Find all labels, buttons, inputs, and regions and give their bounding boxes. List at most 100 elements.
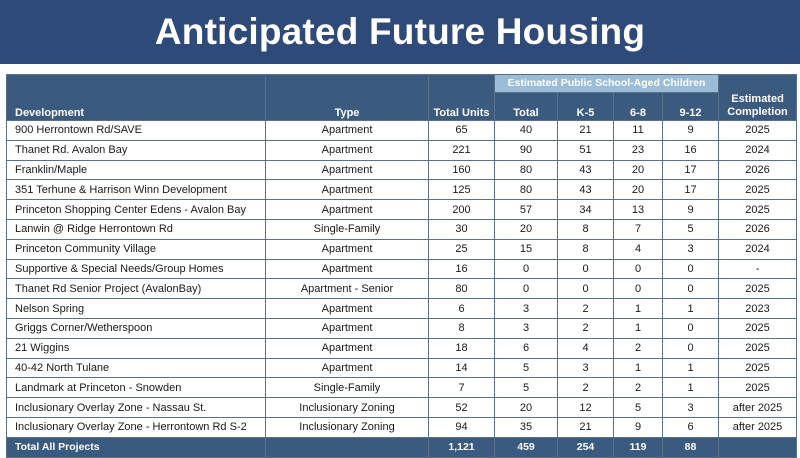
cell-9-12: 1 <box>661 357 720 379</box>
cell-k5: 2 <box>557 298 614 319</box>
cell-total-units: 6 <box>428 298 495 319</box>
cell-total-children: 57 <box>494 199 558 220</box>
cell-k5: 0 <box>557 278 614 300</box>
table-row: 900 Herrontown Rd/SAVE Apartment 65 40 21 11 9… <box>6 120 798 141</box>
cell-total-units: 14 <box>428 357 495 379</box>
table-header: Development Type Total Units Estimated P… <box>6 74 798 121</box>
cell-type: Apartment <box>265 159 429 181</box>
cell-completion: 2024 <box>718 238 798 260</box>
header-type: Type <box>265 74 429 121</box>
cell-6-8: 4 <box>613 238 663 260</box>
cell-type: Apartment <box>265 139 429 161</box>
cell-k5: 2 <box>557 317 614 339</box>
table-row: 40-42 North Tulane Apartment 14 5 3 1 1 2025 <box>6 357 798 379</box>
header-k5: K-5 <box>557 92 614 121</box>
header-total-units: Total Units <box>428 74 495 121</box>
cell-6-8: 9 <box>613 416 663 438</box>
cell-total-children: 3 <box>494 298 558 319</box>
cell-9-12: 17 <box>661 179 720 201</box>
header-estimated-completion: Estimated Completion <box>718 74 798 121</box>
cell-6-8: 7 <box>613 218 663 240</box>
page-title: Anticipated Future Housing <box>154 11 646 52</box>
cell-k5: 2 <box>557 377 614 399</box>
cell-type: Apartment <box>265 120 429 141</box>
cell-k5: 21 <box>557 120 614 141</box>
table-body: 900 Herrontown Rd/SAVE Apartment 65 40 21 11 9… <box>6 120 798 438</box>
cell-type: Apartment <box>265 317 429 339</box>
totals-9-12: 88 <box>661 436 720 458</box>
cell-k5: 34 <box>557 199 614 220</box>
cell-9-12: 1 <box>661 377 720 399</box>
cell-completion: - <box>718 258 798 280</box>
cell-completion: 2025 <box>718 337 798 359</box>
cell-total-children: 5 <box>494 357 558 379</box>
cell-development: 900 Herrontown Rd/SAVE <box>6 120 266 141</box>
cell-development: Griggs Corner/Wetherspoon <box>6 317 266 339</box>
cell-6-8: 1 <box>613 357 663 379</box>
housing-table: Development Type Total Units Estimated P… <box>6 74 798 458</box>
cell-total-units: 16 <box>428 258 495 280</box>
header-children-group: Estimated Public School-Aged Children <box>493 74 720 93</box>
cell-total-units: 160 <box>428 159 495 181</box>
table-row: Franklin/Maple Apartment 160 80 43 20 17 2026 <box>6 159 798 181</box>
cell-k5: 0 <box>557 258 614 280</box>
cell-type: Apartment <box>265 179 429 201</box>
cell-total-units: 25 <box>428 238 495 260</box>
table-row: 351 Terhune & Harrison Winn Development A… <box>6 179 798 201</box>
cell-6-8: 23 <box>613 139 663 161</box>
cell-total-children: 80 <box>494 159 558 181</box>
cell-type: Single-Family <box>265 377 429 399</box>
cell-6-8: 1 <box>613 317 663 339</box>
cell-9-12: 0 <box>661 258 720 280</box>
cell-total-children: 3 <box>494 317 558 339</box>
header-development: Development <box>6 74 266 121</box>
cell-completion: 2025 <box>718 278 798 300</box>
cell-development: Landmark at Princeton - Snowden <box>6 377 266 399</box>
cell-k5: 43 <box>557 159 614 181</box>
table-row: Landmark at Princeton - Snowden Single-Fa… <box>6 377 798 399</box>
cell-6-8: 20 <box>613 179 663 201</box>
totals-6-8: 119 <box>613 436 663 458</box>
table-row: Princeton Community Village Apartment 25 15… <box>6 238 798 260</box>
table-row: Thanet Rd. Avalon Bay Apartment 221 90 51 23 1… <box>6 139 798 161</box>
cell-development: 40-42 North Tulane <box>6 357 266 379</box>
cell-6-8: 1 <box>613 298 663 319</box>
cell-completion: 2026 <box>718 159 798 181</box>
table-row: 21 Wiggins Apartment 18 6 4 2 0 2025 <box>6 337 798 359</box>
cell-development: Princeton Community Village <box>6 238 266 260</box>
cell-type: Apartment <box>265 238 429 260</box>
cell-total-units: 94 <box>428 416 495 438</box>
cell-k5: 8 <box>557 238 614 260</box>
cell-type: Apartment <box>265 298 429 319</box>
cell-development: Supportive & Special Needs/Group Homes <box>6 258 266 280</box>
cell-type: Inclusionary Zoning <box>265 397 429 418</box>
cell-k5: 8 <box>557 218 614 240</box>
cell-development: Thanet Rd. Avalon Bay <box>6 139 266 161</box>
cell-total-children: 15 <box>494 238 558 260</box>
cell-completion: 2026 <box>718 218 798 240</box>
header-completion-line1: Estimated <box>731 93 784 105</box>
totals-units: 1,121 <box>428 436 495 458</box>
cell-9-12: 0 <box>661 278 720 300</box>
cell-9-12: 3 <box>661 397 720 418</box>
cell-9-12: 16 <box>661 139 720 161</box>
cell-completion: 2025 <box>718 357 798 379</box>
cell-completion: after 2025 <box>718 397 798 418</box>
table-row: Lanwin @ Ridge Herrontown Rd Single-Famil… <box>6 218 798 240</box>
totals-completion <box>718 436 798 458</box>
cell-k5: 21 <box>557 416 614 438</box>
cell-total-children: 80 <box>494 179 558 201</box>
table-row: Nelson Spring Apartment 6 3 2 1 1 2023 <box>6 298 798 319</box>
cell-development: 21 Wiggins <box>6 337 266 359</box>
cell-type: Apartment <box>265 199 429 220</box>
cell-type: Apartment <box>265 258 429 280</box>
cell-6-8: 2 <box>613 377 663 399</box>
cell-development: 351 Terhune & Harrison Winn Development <box>6 179 266 201</box>
cell-completion: 2025 <box>718 120 798 141</box>
table-row: Supportive & Special Needs/Group Homes Ap… <box>6 258 798 280</box>
header-9-12: 9-12 <box>661 92 720 121</box>
cell-total-units: 30 <box>428 218 495 240</box>
cell-9-12: 6 <box>661 416 720 438</box>
cell-9-12: 0 <box>661 337 720 359</box>
cell-9-12: 0 <box>661 317 720 339</box>
